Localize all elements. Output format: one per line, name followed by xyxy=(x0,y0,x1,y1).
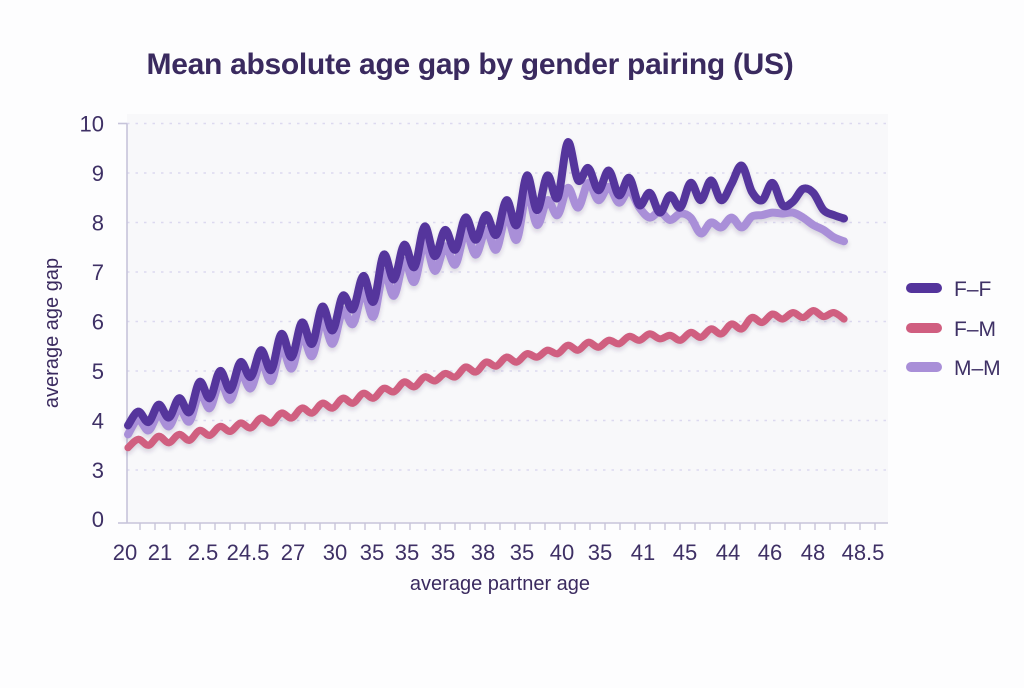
y-tick-label: 7 xyxy=(92,260,104,285)
y-tick-label: 5 xyxy=(92,359,104,384)
x-tick-label: 2.5 xyxy=(188,540,219,565)
legend-label-f-f: F–F xyxy=(954,278,991,301)
y-axis-label: average age gap xyxy=(41,258,63,408)
x-tick-label: 35 xyxy=(395,540,419,565)
plot-area xyxy=(127,114,888,523)
series-line-f-f xyxy=(124,138,848,430)
x-tick-label: 21 xyxy=(148,540,172,565)
series-line-f-m xyxy=(124,307,848,452)
legend-swatch-f-m xyxy=(906,323,942,333)
x-axis-ticks xyxy=(139,523,876,530)
legend-swatch-f-f xyxy=(906,283,942,293)
legend-swatch-m-m xyxy=(906,362,942,372)
series-line-m-m xyxy=(124,178,848,439)
legend-label-m-m: M–M xyxy=(954,357,1001,380)
x-axis-tick-labels: 20 21 2.5 24.5 27 30 35 35 35 38 35 40 35 41 45 44 46 48 4… xyxy=(113,540,885,565)
x-tick-label: 30 xyxy=(323,540,347,565)
y-tick-label: 10 xyxy=(80,112,104,137)
x-tick-label: 27 xyxy=(281,540,305,565)
x-tick-label: 40 xyxy=(550,540,574,565)
x-tick-label: 24.5 xyxy=(227,540,270,565)
x-tick-label: 46 xyxy=(758,540,782,565)
x-tick-label: 48.5 xyxy=(842,540,885,565)
legend-label-f-m: F–M xyxy=(954,318,996,341)
x-axis-label: average partner age xyxy=(410,573,590,595)
x-tick-label: 41 xyxy=(631,540,655,565)
legend-item-mm: M–M xyxy=(906,357,1001,380)
y-tick-label: 8 xyxy=(92,211,104,236)
y-tick-label: 3 xyxy=(92,458,104,483)
x-tick-label: 38 xyxy=(471,540,495,565)
y-tick-label: 6 xyxy=(92,310,104,335)
y-tick-label: 9 xyxy=(92,161,104,186)
x-tick-label: 35 xyxy=(431,540,455,565)
x-tick-label: 20 xyxy=(113,540,137,565)
y-tick-label: 0 xyxy=(92,507,104,532)
legend: F–F F–M M–M xyxy=(906,278,1001,380)
legend-item-fm: F–M xyxy=(906,318,996,341)
legend-item-ff: F–F xyxy=(906,278,991,301)
x-tick-label: 45 xyxy=(673,540,697,565)
series-lines xyxy=(124,138,848,452)
x-tick-label: 35 xyxy=(510,540,534,565)
y-tick-label: 4 xyxy=(92,409,104,434)
x-tick-label: 44 xyxy=(716,540,740,565)
y-axis-tick-labels: 10 9 8 7 6 5 4 3 0 xyxy=(80,112,104,533)
x-tick-label: 48 xyxy=(801,540,825,565)
axes xyxy=(118,122,888,524)
x-tick-label: 35 xyxy=(360,540,384,565)
chart-title: Mean absolute age gap by gender pairing … xyxy=(147,48,794,81)
x-tick-label: 35 xyxy=(588,540,612,565)
